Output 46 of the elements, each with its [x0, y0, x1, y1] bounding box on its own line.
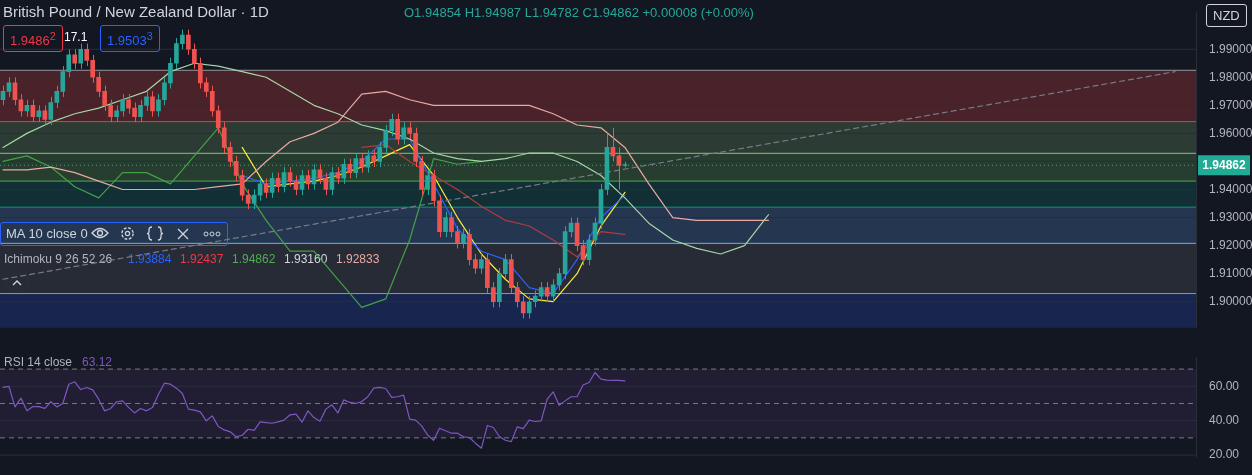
candlestick	[359, 152, 365, 174]
annotation: Ichimoku 9 26 52 26	[3, 252, 114, 267]
y-tick-label: 1.94000	[1209, 181, 1252, 196]
candlestick	[538, 281, 544, 303]
y-tick-label: 1.99000	[1209, 41, 1252, 56]
annotation: 1.9503$^{3}$	[100, 25, 160, 53]
annotation: 17.1	[63, 30, 89, 45]
annotation: 1.93884	[127, 252, 173, 267]
candlestick	[365, 149, 371, 174]
annotation: 63.12	[81, 355, 114, 370]
y-tick-label: 1.91000	[1209, 265, 1252, 280]
y-tick-label: 1.96000	[1209, 125, 1252, 140]
candlestick	[401, 121, 406, 146]
y-tick-label: 40.00	[1209, 412, 1240, 427]
y-tick-label: 60.00	[1209, 378, 1240, 393]
candlestick	[443, 211, 448, 238]
y-tick-label: 20.00	[1209, 447, 1240, 462]
annotation: 1.94862	[231, 252, 277, 267]
annotation: 1.92833	[335, 252, 381, 267]
candlestick	[120, 93, 125, 118]
annotation: RSI 14 close	[3, 355, 74, 370]
candlestick	[132, 102, 137, 123]
chart-subtitle: O1.94854 H1.94987 L1.94782 C1.94862 +0.00008 (+0.00%)	[404, 5, 754, 20]
y-tick-label: 1.92000	[1209, 237, 1252, 252]
y-tick-label: 1.98000	[1209, 69, 1252, 84]
annotation: 1.92437	[179, 252, 225, 267]
ref-line-label: 1.94862	[1202, 157, 1247, 172]
y-tick-label: 1.97000	[1209, 97, 1252, 112]
candlestick	[544, 281, 550, 303]
annotation: 1.9486$^{2}$	[3, 25, 63, 53]
candlestick	[150, 90, 155, 118]
candlestick	[353, 152, 359, 179]
text: NZD	[1206, 4, 1247, 27]
candlestick	[395, 113, 400, 146]
y-tick-label: 1.90000	[1209, 294, 1252, 309]
candlestick	[245, 189, 251, 210]
y-tick-label: 1.93000	[1209, 209, 1252, 224]
annotation: MA 10 close 0	[5, 226, 89, 241]
chart-title: British Pound / New Zealand Dollar · 1D	[3, 3, 269, 20]
candlestick	[126, 93, 131, 115]
annotation: 1.93160	[283, 252, 329, 267]
candlestick	[461, 228, 466, 249]
candlestick	[479, 253, 484, 275]
candlestick	[78, 43, 84, 70]
candlestick	[72, 48, 78, 70]
candlestick	[425, 169, 430, 196]
